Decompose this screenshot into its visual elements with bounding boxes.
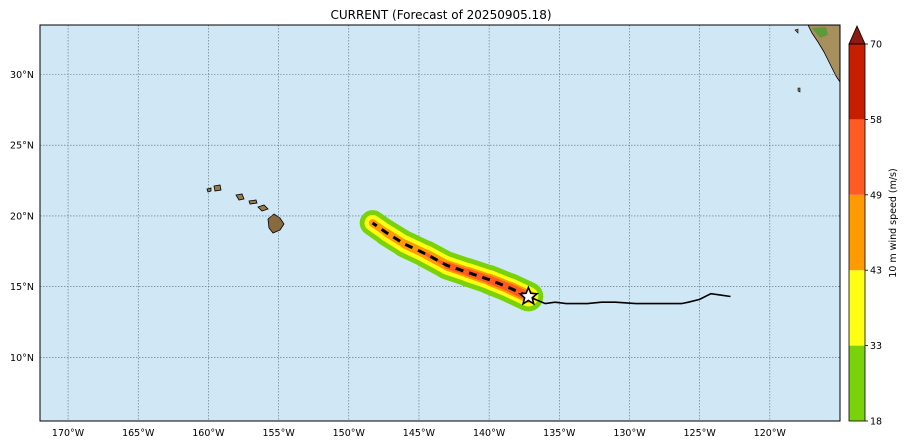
latitude-axis: 10°N 15°N 20°N 25°N 30°N xyxy=(10,70,34,364)
figure-title: CURRENT (Forecast of 20250905.18) xyxy=(330,8,551,22)
island-socorro xyxy=(797,87,801,93)
colorbar-tick-label: 58 xyxy=(870,115,882,126)
colorbar: 18 33 43 49 58 70 10 m wind speed (m/s) xyxy=(848,25,899,428)
longitude-tick-label: 150°W xyxy=(333,428,366,439)
longitude-tick-label: 120°W xyxy=(754,428,787,439)
island-guadalupe xyxy=(794,28,799,34)
storm-track xyxy=(371,221,731,306)
island-hawaii xyxy=(267,213,285,234)
latitude-tick-label: 25°N xyxy=(10,141,34,152)
colorbar-label: 10 m wind speed (m/s) xyxy=(888,168,899,277)
colorbar-frame xyxy=(848,43,866,422)
longitude-axis: 170°W 165°W 160°W 155°W 150°W 145°W 140°W 135°W… xyxy=(52,428,787,439)
colorbar-band xyxy=(849,270,865,346)
current-position-star-icon xyxy=(517,285,540,306)
latitude-tick-label: 10°N xyxy=(10,353,34,364)
latitude-tick-label: 20°N xyxy=(10,211,34,222)
colorbar-tick-label: 33 xyxy=(870,341,882,352)
land-baja-california xyxy=(807,25,840,83)
island-oahu xyxy=(235,193,245,201)
latitude-tick-label: 15°N xyxy=(10,282,34,293)
longitude-tick-label: 140°W xyxy=(473,428,506,439)
colorbar-band xyxy=(849,345,865,421)
island-niihau xyxy=(206,187,212,193)
ocean-background xyxy=(40,25,840,421)
colorbar-extend-arrow xyxy=(848,25,866,45)
forecast-track-line xyxy=(371,221,530,298)
island-maui xyxy=(257,204,269,212)
longitude-tick-label: 165°W xyxy=(122,428,155,439)
island-kauai xyxy=(213,184,222,192)
longitude-tick-label: 135°W xyxy=(543,428,576,439)
latitude-tick-label: 30°N xyxy=(10,70,34,81)
graticule xyxy=(40,25,840,421)
land-baja-green xyxy=(812,27,828,38)
colorbar-band xyxy=(849,119,865,195)
colorbar-tick-label: 43 xyxy=(870,266,882,277)
past-track-line xyxy=(528,292,731,305)
colorbar-tick-label: 49 xyxy=(870,190,882,201)
land-layer xyxy=(206,25,840,234)
map-panel: 170°W 165°W 160°W 155°W 150°W 145°W 140°W 135°W… xyxy=(10,24,841,439)
longitude-tick-label: 145°W xyxy=(403,428,436,439)
colorbar-band xyxy=(849,194,865,271)
island-molokai xyxy=(248,199,258,205)
colorbar-band xyxy=(849,44,865,120)
colorbar-tick-label: 70 xyxy=(870,40,882,51)
colorbar-tick-label: 18 xyxy=(870,417,882,428)
longitude-tick-label: 170°W xyxy=(52,428,85,439)
colorbar-ticks: 18 33 43 49 58 70 xyxy=(865,40,882,428)
map-frame xyxy=(39,24,841,422)
longitude-tick-label: 125°W xyxy=(684,428,717,439)
longitude-tick-label: 155°W xyxy=(262,428,295,439)
longitude-tick-label: 130°W xyxy=(613,428,646,439)
longitude-tick-label: 160°W xyxy=(192,428,225,439)
